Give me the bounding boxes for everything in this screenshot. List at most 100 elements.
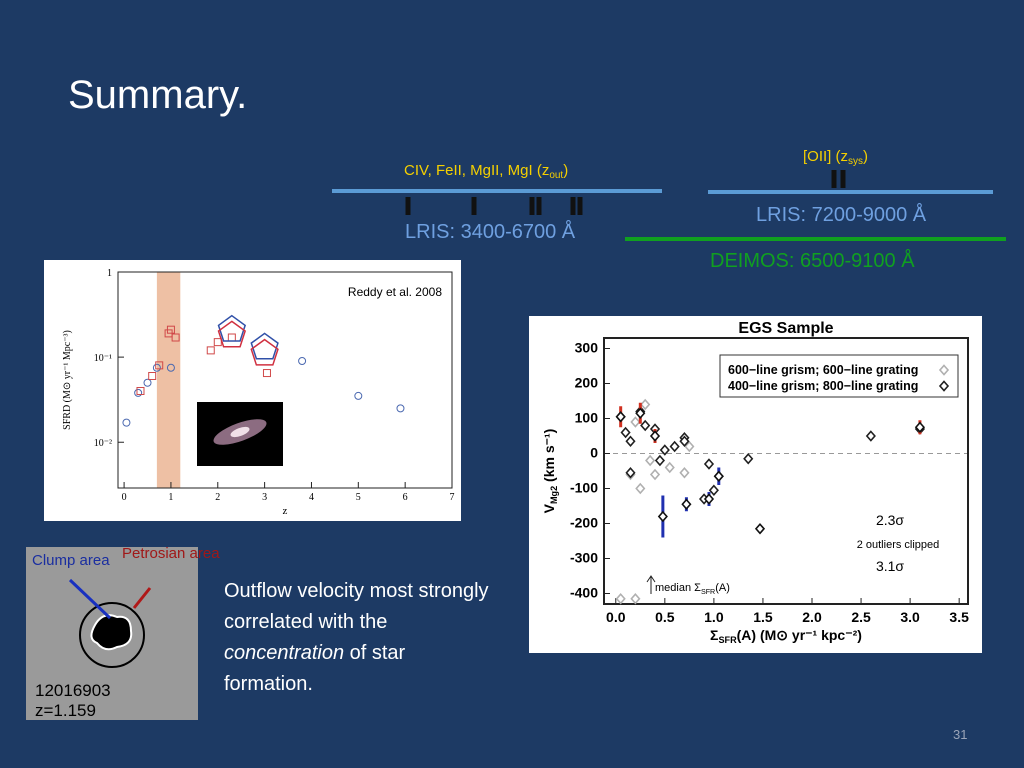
point (625, 467, 636, 479)
point (262, 369, 271, 378)
point (155, 361, 164, 370)
legend-marker (938, 364, 950, 376)
reddy-panel (44, 260, 461, 521)
text-emphasis: concentration (224, 642, 345, 664)
petrosian-arrow (132, 587, 152, 609)
legend (719, 354, 959, 398)
point (635, 407, 646, 419)
y-tick-label: 10⁻¹ (94, 353, 112, 364)
x-tick-label: 2.5 (851, 609, 871, 625)
x-axis-label: ΣSFR(A) (M⊙ yr⁻¹ kpc⁻²) (710, 627, 862, 645)
point (134, 388, 143, 397)
point (396, 404, 405, 413)
point (250, 332, 279, 360)
point (171, 333, 180, 342)
petrosian-circle (79, 602, 145, 668)
x-tick-label: 1 (168, 492, 173, 503)
annotation: Reddy et al. 2008 (348, 285, 442, 299)
point (640, 398, 651, 411)
point (914, 421, 925, 433)
y-tick-label: 300 (575, 340, 599, 356)
x-tick-label: 7 (450, 492, 455, 503)
point (865, 430, 876, 442)
point (664, 461, 675, 474)
point (620, 426, 631, 439)
point (143, 378, 152, 387)
plot-frame (603, 337, 969, 605)
x-tick-label: 0.5 (655, 609, 675, 625)
y-tick-label: 1 (107, 268, 112, 279)
point (681, 498, 692, 510)
point (713, 470, 724, 482)
y-tick-label: 0 (590, 445, 598, 461)
x-tick-label: 1.0 (704, 609, 724, 625)
lris-red-label: LRIS: 7200-9000 Å (756, 203, 927, 226)
x-tick-label: 6 (403, 492, 408, 503)
x-tick-label: 5 (356, 492, 361, 503)
point (354, 391, 363, 400)
x-tick-label: 1.5 (753, 609, 773, 625)
x-tick-label: 2 (215, 492, 220, 503)
note: 3.1σ (876, 558, 904, 574)
x-tick-label: 4 (309, 492, 314, 503)
y-tick-label: -100 (570, 480, 598, 496)
slide-title: Summary. (68, 73, 247, 117)
x-tick-label: 2.0 (802, 609, 822, 625)
y-tick-label: 10⁻² (94, 438, 112, 449)
y-axis-label: SFRD (M⊙ yr⁻¹ Mpc⁻³) (62, 330, 73, 430)
point (635, 482, 646, 495)
point (217, 320, 247, 348)
x-tick-label: 3.5 (949, 609, 969, 625)
point (213, 338, 222, 347)
y-tick-label: 100 (575, 410, 599, 426)
point (669, 440, 680, 453)
y-tick-label: 200 (575, 375, 599, 391)
summary-text: Outflow velocity most strongly correlate… (224, 576, 494, 700)
point (703, 493, 715, 505)
point (615, 593, 626, 605)
point (615, 411, 626, 423)
median-label-end: (A) (715, 582, 730, 594)
chart-title: EGS Sample (738, 320, 833, 337)
note: 2 outliers clipped (857, 539, 940, 551)
point (679, 467, 690, 479)
point (659, 444, 670, 456)
x-axis-label-sub: SFR (718, 635, 737, 645)
y-tick-label: -200 (570, 515, 598, 531)
object-id: 12016903 (35, 681, 111, 700)
lris-blue-label: LRIS: 3400-6700 Å (405, 220, 576, 243)
galaxy-core (230, 426, 250, 438)
petrosian-label: Petrosian area (122, 545, 220, 562)
y-axis-label-main: V (541, 503, 557, 513)
median-arrowhead (646, 575, 656, 583)
point (250, 338, 279, 366)
shaded-band (156, 272, 181, 488)
point (625, 435, 636, 447)
point (136, 386, 145, 395)
point (645, 454, 656, 467)
y-axis-label-sub: Mg2 (549, 486, 559, 504)
median-label-sub: SFR (701, 588, 715, 596)
point (654, 454, 665, 467)
point (649, 468, 661, 481)
x-axis-label-end: (A) (M⊙ yr⁻¹ kpc⁻²) (737, 627, 862, 643)
x-tick-label: 0 (122, 492, 127, 503)
point (166, 363, 175, 372)
plot-frame (117, 271, 453, 489)
point (217, 314, 247, 342)
line-ticks (405, 170, 846, 215)
oii-label: [OII] (zsys) (803, 148, 868, 167)
x-tick-label: 3 (262, 492, 267, 503)
blue-lines-label: CIV, FeII, MgII, MgI (zout) (404, 162, 568, 181)
point (148, 372, 157, 381)
x-tick-label: 0.0 (606, 609, 626, 625)
point (754, 523, 766, 535)
x-axis-label-main: Σ (710, 627, 718, 643)
point (166, 325, 175, 334)
y-axis-label-end: (km s⁻¹) (541, 429, 557, 486)
point (152, 363, 161, 372)
y-tick-label: -300 (570, 550, 598, 566)
clump-region (90, 614, 133, 651)
x-tick-label: 3.0 (900, 609, 920, 625)
